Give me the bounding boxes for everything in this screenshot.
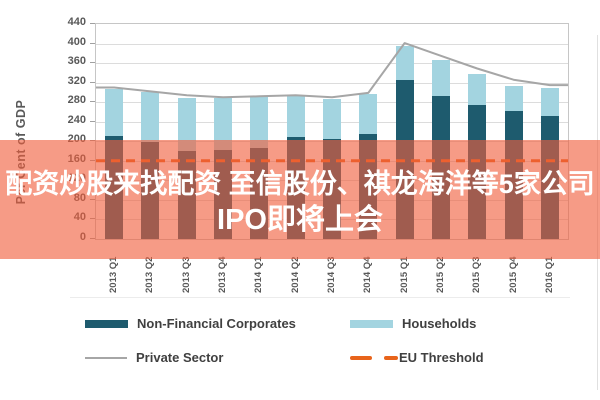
legend-item-eu-threshold: EU Threshold	[350, 350, 484, 365]
y-axis-tick	[90, 81, 95, 83]
gridline	[96, 43, 568, 45]
private-sector-line	[96, 42, 568, 99]
y-tick-label: 320	[67, 74, 86, 87]
legend-swatch-non-financial-corporates	[85, 319, 128, 328]
overlay-text-line2: IPO即将上会	[217, 203, 383, 236]
legend-item-households: Households	[350, 316, 476, 331]
legend-label-eu-threshold: EU Threshold	[399, 350, 484, 365]
watermark-overlay: 配资炒股来找配资 至信股份、祺龙海洋等5家公司 IPO即将上会	[0, 140, 600, 259]
legend-item-non-financial-corporates: Non-Financial Corporates	[85, 316, 296, 331]
legend-label-households: Households	[402, 316, 477, 331]
legend-swatch-households	[350, 319, 393, 328]
y-tick-label: 240	[67, 113, 86, 126]
legend-swatch-eu-threshold-dash1	[350, 355, 372, 360]
y-tick-label: 360	[67, 55, 86, 68]
legend-label-non-financial-corporates: Non-Financial Corporates	[137, 316, 296, 331]
y-axis-tick	[90, 101, 95, 103]
legend-divider	[70, 297, 570, 298]
legend-item-private-sector: Private Sector	[85, 350, 223, 365]
y-tick-label: 400	[67, 35, 86, 48]
overlay-text-line1: 配资炒股来找配资 至信股份、祺龙海洋等5家公司	[5, 168, 595, 199]
legend-label-private-sector: Private Sector	[136, 350, 224, 365]
gridline	[96, 82, 568, 84]
legend-swatch-private-sector	[85, 356, 127, 359]
y-axis-tick	[90, 23, 95, 24]
y-axis-tick	[90, 42, 95, 44]
y-tick-label: 280	[67, 94, 86, 107]
y-axis-tick	[90, 120, 95, 122]
y-tick-label: 440	[67, 16, 86, 28]
gridline	[96, 63, 568, 65]
legend-swatch-eu-threshold-dash2	[384, 355, 398, 360]
y-axis-tick	[90, 62, 95, 64]
